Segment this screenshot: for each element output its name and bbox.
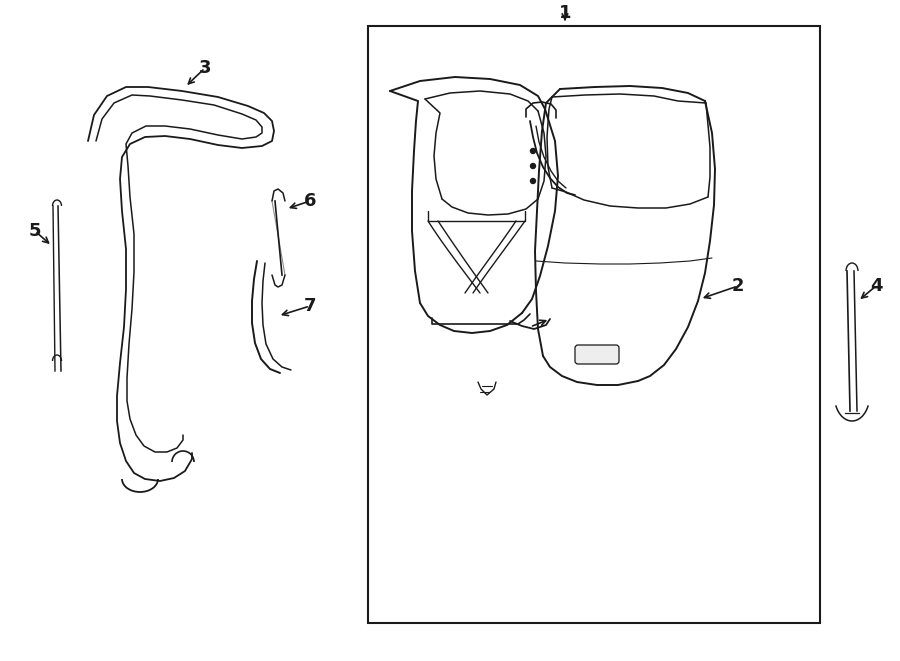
Text: 6: 6 <box>304 192 316 210</box>
FancyBboxPatch shape <box>575 345 619 364</box>
Circle shape <box>530 149 536 153</box>
Text: 7: 7 <box>304 297 316 315</box>
Text: 2: 2 <box>732 277 744 295</box>
Circle shape <box>530 178 536 184</box>
Text: 5: 5 <box>29 222 41 240</box>
Text: 4: 4 <box>869 277 882 295</box>
Text: 1: 1 <box>559 4 572 22</box>
Circle shape <box>530 163 536 169</box>
Bar <box>368 26 820 623</box>
Text: 3: 3 <box>199 59 212 77</box>
